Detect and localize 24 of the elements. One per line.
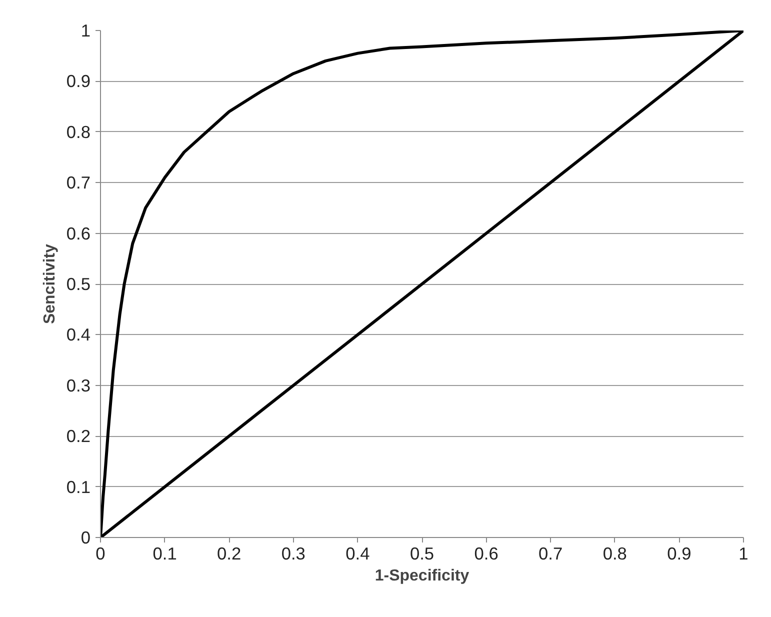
y-tick-label: 0.8 xyxy=(66,122,91,142)
y-tick-label: 0.5 xyxy=(66,274,91,294)
x-tick-label: 0 xyxy=(96,544,106,564)
x-tick-label: 0.7 xyxy=(538,544,563,564)
y-tick-label: 0 xyxy=(80,528,91,548)
y-tick-label: 0.4 xyxy=(66,324,91,345)
x-tick-label: 0.5 xyxy=(410,544,434,564)
y-tick-label: 0.7 xyxy=(66,172,91,193)
y-tick-label: 1 xyxy=(80,20,91,40)
x-tick-label: 0.2 xyxy=(217,544,242,564)
x-tick-label: 0.8 xyxy=(602,544,627,564)
x-tick-label: 0.1 xyxy=(152,544,177,564)
x-tick-label: 1 xyxy=(738,544,748,564)
x-axis-title: 1-Specificity xyxy=(374,568,470,584)
y-tick-label: 0.6 xyxy=(66,223,91,244)
y-tick-label: 0.9 xyxy=(66,71,91,92)
x-tick-label: 0.6 xyxy=(474,544,498,564)
x-tick-label: 0.4 xyxy=(346,544,370,564)
y-axis-title: Sencitivity xyxy=(41,244,58,324)
x-tick-label: 0.9 xyxy=(667,544,692,564)
y-tick-label: 0.1 xyxy=(66,476,91,497)
y-tick-label: 0.2 xyxy=(66,426,91,446)
x-tick-label: 0.3 xyxy=(281,544,306,564)
y-tick-label: 0.3 xyxy=(66,375,91,396)
